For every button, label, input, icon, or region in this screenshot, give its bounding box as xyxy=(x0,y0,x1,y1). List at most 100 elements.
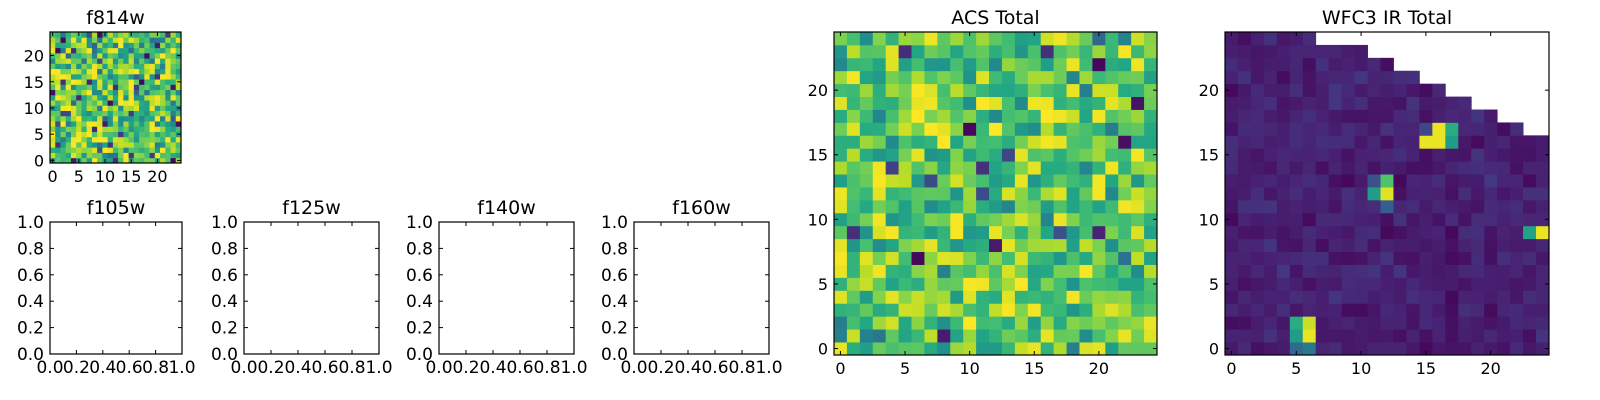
heatmap-cell xyxy=(1445,316,1459,330)
heatmap-cell xyxy=(911,148,925,162)
heatmap-cell xyxy=(70,32,77,38)
heatmap-cell xyxy=(65,84,72,91)
heatmap-cell xyxy=(160,42,166,49)
heatmap-cell xyxy=(1458,161,1472,175)
heatmap-cell xyxy=(1432,264,1446,278)
x-tick-label: 10 xyxy=(95,167,115,186)
heatmap-cell xyxy=(112,63,119,70)
heatmap-cell xyxy=(144,105,150,111)
heatmap-cell xyxy=(65,42,72,49)
heatmap-cell xyxy=(1315,44,1330,59)
heatmap-cell xyxy=(1497,187,1511,201)
heatmap-cell xyxy=(1406,199,1420,214)
heatmap-cell xyxy=(924,83,938,97)
heatmap-cell xyxy=(963,212,977,227)
heatmap-cell xyxy=(989,135,1003,149)
heatmap-cell xyxy=(1536,329,1550,343)
heatmap-cell xyxy=(1001,329,1016,343)
heatmap-cell xyxy=(976,148,990,162)
heatmap-cell xyxy=(112,126,119,132)
heatmap-cell xyxy=(937,161,951,175)
heatmap-cell xyxy=(1105,277,1119,291)
heatmap-cell xyxy=(1237,174,1252,188)
heatmap-cell xyxy=(1079,57,1093,72)
heatmap-cell xyxy=(1354,329,1368,343)
heatmap-cell xyxy=(1510,277,1524,291)
heatmap-cell xyxy=(1040,161,1055,175)
heatmap-cell xyxy=(859,342,874,356)
heatmap-cell xyxy=(65,121,72,127)
heatmap-cell xyxy=(170,121,177,127)
heatmap-cell xyxy=(1263,316,1278,330)
heatmap-cell xyxy=(1225,122,1239,136)
heatmap-cell xyxy=(1144,148,1158,162)
heatmap-cell xyxy=(1497,238,1511,253)
heatmap-cell xyxy=(70,121,77,127)
heatmap-cell xyxy=(1144,225,1158,240)
heatmap-cell xyxy=(1406,212,1420,227)
heatmap-cell xyxy=(989,161,1003,175)
heatmap-cell xyxy=(1118,329,1132,343)
heatmap-cell xyxy=(963,187,977,201)
heatmap-cell xyxy=(86,58,93,64)
heatmap-cell xyxy=(1131,148,1145,162)
heatmap-cell xyxy=(118,115,124,122)
heatmap-cell xyxy=(1053,70,1067,85)
heatmap-cell xyxy=(1497,212,1511,227)
heatmap-cell xyxy=(1328,342,1343,356)
heatmap-cell xyxy=(128,73,135,80)
heatmap-cell xyxy=(898,174,912,188)
heatmap-cell xyxy=(1131,329,1145,343)
heatmap-cell xyxy=(1419,122,1433,136)
heatmap-cell xyxy=(963,316,977,330)
heatmap-cell xyxy=(107,126,114,132)
heatmap-cell xyxy=(1144,187,1158,201)
heatmap-cell xyxy=(1225,251,1239,265)
heatmap-cell xyxy=(1393,96,1407,110)
heatmap-cell xyxy=(1289,277,1304,291)
heatmap-cell xyxy=(1001,187,1016,201)
heatmap-cell xyxy=(1497,290,1511,304)
heatmap-cell xyxy=(1092,225,1106,240)
heatmap-cell xyxy=(76,68,82,75)
heatmap-cell xyxy=(976,264,990,278)
heatmap-cell xyxy=(128,115,135,122)
heatmap-cell xyxy=(81,32,88,38)
heatmap-cell xyxy=(1276,316,1291,330)
heatmap-cell xyxy=(128,110,135,117)
y-tick-label: 0 xyxy=(818,340,828,359)
heatmap-cell xyxy=(1328,251,1343,265)
heatmap-cell xyxy=(1536,238,1550,253)
heatmap-cell xyxy=(76,110,82,117)
heatmap-cell xyxy=(1276,70,1291,85)
heatmap-cell xyxy=(834,264,848,278)
heatmap-cell xyxy=(924,122,938,136)
heatmap-cell xyxy=(128,68,135,75)
heatmap-cell xyxy=(1510,303,1524,317)
heatmap-cell xyxy=(1014,225,1029,240)
heatmap-cell xyxy=(118,136,124,143)
heatmap-cell xyxy=(1354,83,1368,97)
heatmap-cell xyxy=(1276,238,1291,253)
heatmap-cell xyxy=(144,37,150,43)
heatmap-cell xyxy=(1066,264,1080,278)
heatmap-cell xyxy=(1040,264,1055,278)
heatmap-cell xyxy=(1237,96,1252,110)
heatmap-cell xyxy=(1105,96,1119,110)
heatmap-cell xyxy=(846,57,861,72)
heatmap-cell xyxy=(154,121,161,127)
heatmap-cell xyxy=(139,152,145,159)
heatmap-cell xyxy=(86,105,93,111)
heatmap-cell xyxy=(128,42,135,49)
heatmap-cell xyxy=(55,58,61,64)
heatmap-cell xyxy=(1079,277,1093,291)
heatmap-cell xyxy=(1419,96,1433,110)
heatmap-cell xyxy=(118,73,124,80)
heatmap-cell xyxy=(1066,57,1080,72)
heatmap-cell xyxy=(118,121,124,127)
heatmap-cell xyxy=(1131,32,1145,46)
heatmap-cell xyxy=(834,329,848,343)
heatmap-cell xyxy=(1432,187,1446,201)
heatmap-cell xyxy=(160,100,166,106)
